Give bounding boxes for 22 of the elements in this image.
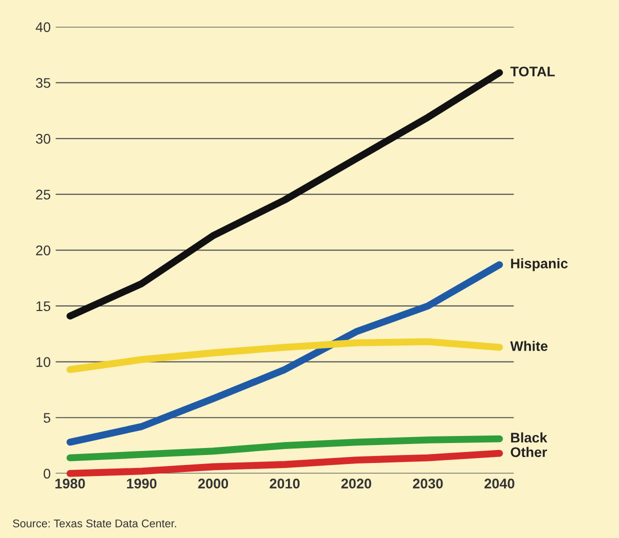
- series-label: Hispanic: [511, 258, 568, 272]
- x-tick-label: 1990: [127, 478, 156, 489]
- x-tick-label: 2030: [412, 478, 443, 489]
- x-tick-label: 2000: [198, 478, 228, 489]
- y-tick-label: 25: [36, 190, 50, 200]
- series-label: TOTAL: [510, 66, 555, 76]
- y-tick-label: 10: [36, 357, 50, 367]
- series-label: Other: [510, 446, 548, 458]
- x-tick-label: 2010: [270, 478, 300, 489]
- y-tick-label: 30: [36, 134, 50, 144]
- source-note: Source: Texas State Data Center.: [12, 519, 176, 528]
- y-tick-label: 15: [36, 301, 50, 312]
- y-tick-label: 5: [44, 413, 50, 423]
- series-label: Black: [511, 432, 548, 443]
- series-label: White: [510, 340, 548, 352]
- x-tick-label: 2020: [341, 478, 372, 489]
- y-tick-label: 0: [44, 468, 50, 479]
- y-tick-label: 40: [36, 22, 50, 32]
- y-tick-label: 20: [36, 246, 50, 256]
- x-tick-label: 1980: [55, 478, 85, 489]
- x-tick-label: 2040: [484, 478, 514, 489]
- y-tick-label: 35: [36, 78, 50, 88]
